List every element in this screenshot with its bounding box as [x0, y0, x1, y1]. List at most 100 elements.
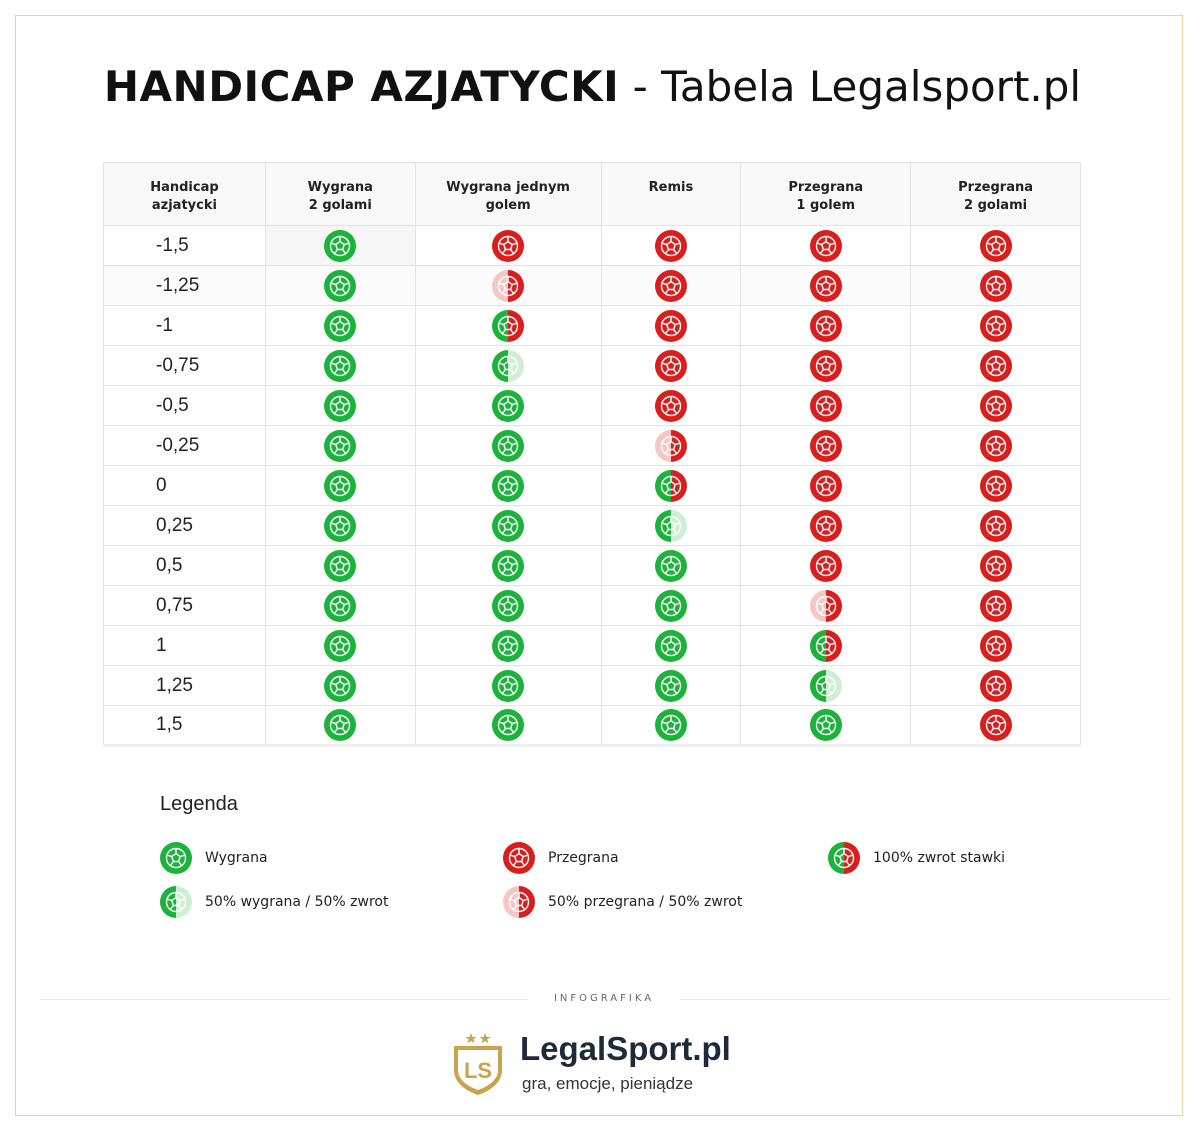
handicap-value: 0,75	[103, 585, 266, 626]
column-header-3: Remis	[600, 162, 742, 226]
ball-win-icon	[492, 509, 525, 542]
ball-half-win-icon	[160, 886, 192, 918]
page-title: HANDICAP AZJATYCKI - Tabela Legalsport.p…	[0, 62, 1185, 111]
table-row: 0,5	[103, 545, 1081, 586]
result-cell	[600, 345, 742, 386]
legend-label: 50% wygrana / 50% zwrot	[205, 894, 389, 910]
ball-loss-icon	[654, 309, 687, 342]
result-cell	[600, 665, 742, 706]
result-cell	[910, 265, 1081, 306]
column-header-line2: 2 golami	[964, 198, 1028, 213]
ball-win-icon	[324, 429, 357, 462]
result-cell	[600, 505, 742, 546]
handicap-value: 0	[103, 465, 266, 506]
handicap-value: 0,25	[103, 505, 266, 546]
result-cell	[264, 385, 416, 426]
ball-loss-icon	[809, 349, 842, 382]
ball-win-icon	[324, 349, 357, 382]
column-header-line1: Wygrana	[307, 180, 373, 195]
handicap-value: 1,5	[103, 705, 266, 747]
result-cell	[264, 345, 416, 386]
title-light: - Tabela Legalsport.pl	[619, 62, 1082, 111]
result-cell	[740, 385, 912, 426]
column-header-line1: Przegrana	[788, 180, 864, 195]
result-cell	[740, 225, 912, 266]
result-cell	[740, 625, 912, 666]
ball-loss-icon	[809, 549, 842, 582]
result-cell	[740, 505, 912, 546]
handicap-value: -0,5	[103, 385, 266, 426]
ball-loss-icon	[654, 349, 687, 382]
result-cell	[910, 585, 1081, 626]
ball-loss-icon	[654, 269, 687, 302]
legend-title: Legenda	[160, 793, 238, 815]
ball-loss-icon	[979, 549, 1012, 582]
result-cell	[264, 625, 416, 666]
table-row: -1,25	[103, 265, 1081, 306]
ball-win-icon	[324, 709, 357, 741]
result-cell	[600, 225, 742, 266]
ball-loss-icon	[503, 842, 535, 874]
legalsport-logo-icon: LS	[454, 1033, 502, 1095]
ball-win-icon	[324, 509, 357, 542]
ball-win-icon	[324, 469, 357, 502]
result-cell	[600, 385, 742, 426]
column-header-line1: Handicap	[150, 180, 219, 195]
result-cell	[740, 265, 912, 306]
result-cell	[414, 505, 602, 546]
ball-loss-icon	[979, 389, 1012, 422]
result-cell	[600, 585, 742, 626]
result-cell	[264, 465, 416, 506]
result-cell	[740, 425, 912, 466]
result-cell	[910, 425, 1081, 466]
handicap-value: 1	[103, 625, 266, 666]
column-header-line2: 2 golami	[308, 198, 372, 213]
result-cell	[600, 425, 742, 466]
ball-half-loss-icon	[492, 269, 525, 302]
ball-win-icon	[492, 469, 525, 502]
ball-loss-icon	[809, 429, 842, 462]
ball-loss-icon	[809, 229, 842, 262]
table-row: -0,25	[103, 425, 1081, 466]
infographic-frame	[15, 15, 1183, 1116]
ball-loss-icon	[979, 669, 1012, 702]
ball-half-win-icon	[809, 669, 842, 702]
table-row: 1,5	[103, 705, 1081, 747]
handicap-value: -0,75	[103, 345, 266, 386]
ball-loss-icon	[809, 509, 842, 542]
result-cell	[600, 265, 742, 306]
title-bold: HANDICAP AZJATYCKI	[103, 62, 620, 111]
ball-loss-icon	[979, 709, 1012, 741]
ball-win-icon	[492, 709, 525, 741]
ball-win-icon	[324, 549, 357, 582]
legend-item-half-win: 50% wygrana / 50% zwrot	[160, 886, 388, 918]
ball-loss-icon	[979, 629, 1012, 662]
ball-win-icon	[324, 589, 357, 622]
handicap-value: -0,25	[103, 425, 266, 466]
result-cell	[740, 705, 912, 747]
column-header-5: Przegrana 2 golami	[910, 162, 1081, 226]
ball-win-icon	[654, 709, 687, 741]
result-cell	[264, 705, 416, 747]
result-cell	[264, 305, 416, 346]
table-row: -1,5	[103, 225, 1081, 266]
result-cell	[910, 625, 1081, 666]
legend-item-half-loss: 50% przegrana / 50% zwrot	[503, 886, 742, 918]
result-cell	[414, 425, 602, 466]
result-cell	[740, 585, 912, 626]
result-cell	[910, 505, 1081, 546]
result-cell	[910, 225, 1081, 266]
result-cell	[740, 305, 912, 346]
legend-label: 50% przegrana / 50% zwrot	[548, 894, 743, 910]
table-row: 0,75	[103, 585, 1081, 626]
column-header-2: Wygrana jednym golem	[414, 162, 602, 226]
result-cell	[600, 545, 742, 586]
column-header-line2: azjatycki	[151, 198, 217, 213]
result-cell	[600, 625, 742, 666]
column-header-line1: Remis	[648, 180, 694, 195]
ball-loss-icon	[979, 229, 1012, 262]
result-cell	[264, 265, 416, 306]
table-row: 0,25	[103, 505, 1081, 546]
result-cell	[414, 385, 602, 426]
ball-half-win-icon	[654, 509, 687, 542]
